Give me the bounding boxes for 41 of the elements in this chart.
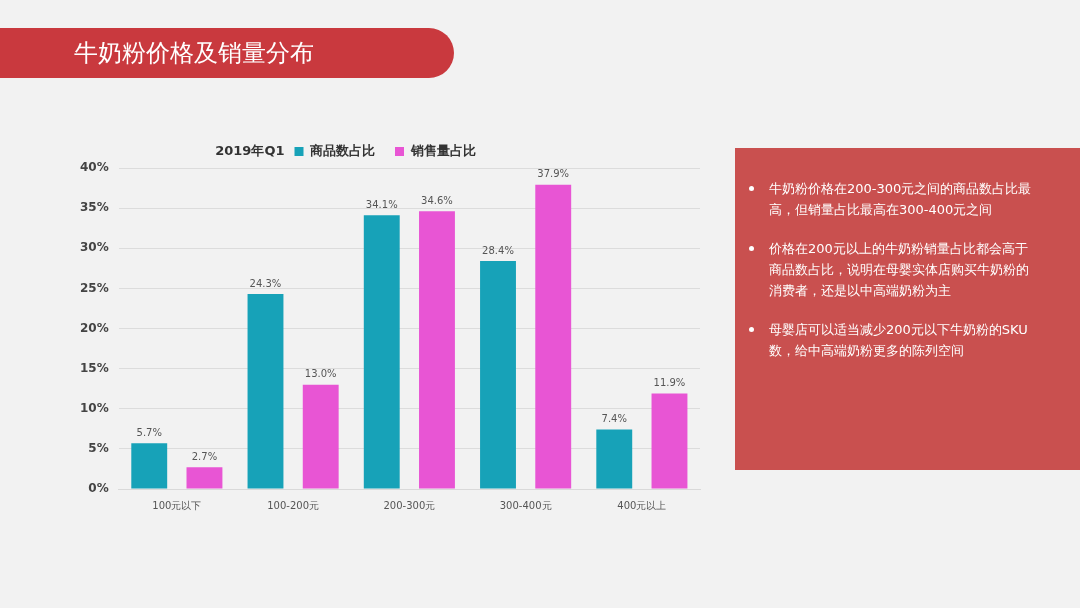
text: 母婴店可以适当减少200元以下牛奶粉的SKU数，给中高端奶粉更多的陈列空间 — [769, 321, 1029, 360]
x-tick-label: 300-400元 — [499, 499, 552, 511]
bar — [302, 384, 339, 489]
text: 价格在200元以上的牛奶粉销量占比都会高于商品数占比，说明在母婴实体店购买牛奶粉的消费者，还是以中高端奶粉为主 — [769, 240, 1030, 300]
bar — [247, 293, 284, 489]
y-tick-label: 20% — [79, 320, 109, 335]
legend-title: 2019年Q1 — [215, 142, 285, 158]
bar — [535, 184, 572, 489]
y-tick-label: 0% — [88, 481, 109, 496]
data-label: 13.0% — [304, 368, 337, 380]
bar — [419, 211, 455, 489]
y-tick-label: 25% — [79, 280, 109, 295]
x-tick-label: 200-300元 — [383, 499, 436, 511]
legend-label: 商品数占比 — [309, 142, 375, 158]
data-label: 37.9% — [537, 168, 570, 180]
bar — [480, 261, 516, 489]
data-label: 34.6% — [421, 194, 453, 206]
y-tick-label: 15% — [79, 360, 109, 375]
bar — [651, 393, 688, 489]
bar — [131, 443, 168, 489]
data-label: 28.4% — [482, 244, 514, 256]
y-tick-label: 30% — [79, 240, 109, 255]
data-label: 5.7% — [136, 426, 162, 438]
y-tick-label: 5% — [88, 441, 109, 455]
chart-title: 牛奶粉价格及销量分布 — [0, 28, 454, 78]
bar — [186, 467, 223, 489]
data-label: 2.7% — [191, 450, 218, 462]
data-label: 24.3% — [249, 277, 282, 289]
data-label: 7.4% — [601, 413, 627, 425]
y-tick-label: 10% — [79, 400, 109, 415]
data-label: 11.9% — [653, 377, 686, 389]
y-tick-label: 40% — [79, 160, 109, 175]
legend-label: 销售量占比 — [409, 142, 476, 158]
data-label: 34.1% — [365, 198, 398, 210]
text: 牛奶粉价格在200-300元之间的商品数占比最高，但销量占比最高在300-400元之间 — [769, 180, 1033, 219]
x-tick-label: 100-200元 — [267, 499, 319, 511]
x-tick-label: 100元以下 — [152, 499, 202, 511]
bar — [363, 215, 400, 489]
bar — [596, 429, 633, 489]
y-tick-label: 35% — [79, 200, 109, 215]
x-tick-label: 400元以上 — [617, 499, 667, 511]
